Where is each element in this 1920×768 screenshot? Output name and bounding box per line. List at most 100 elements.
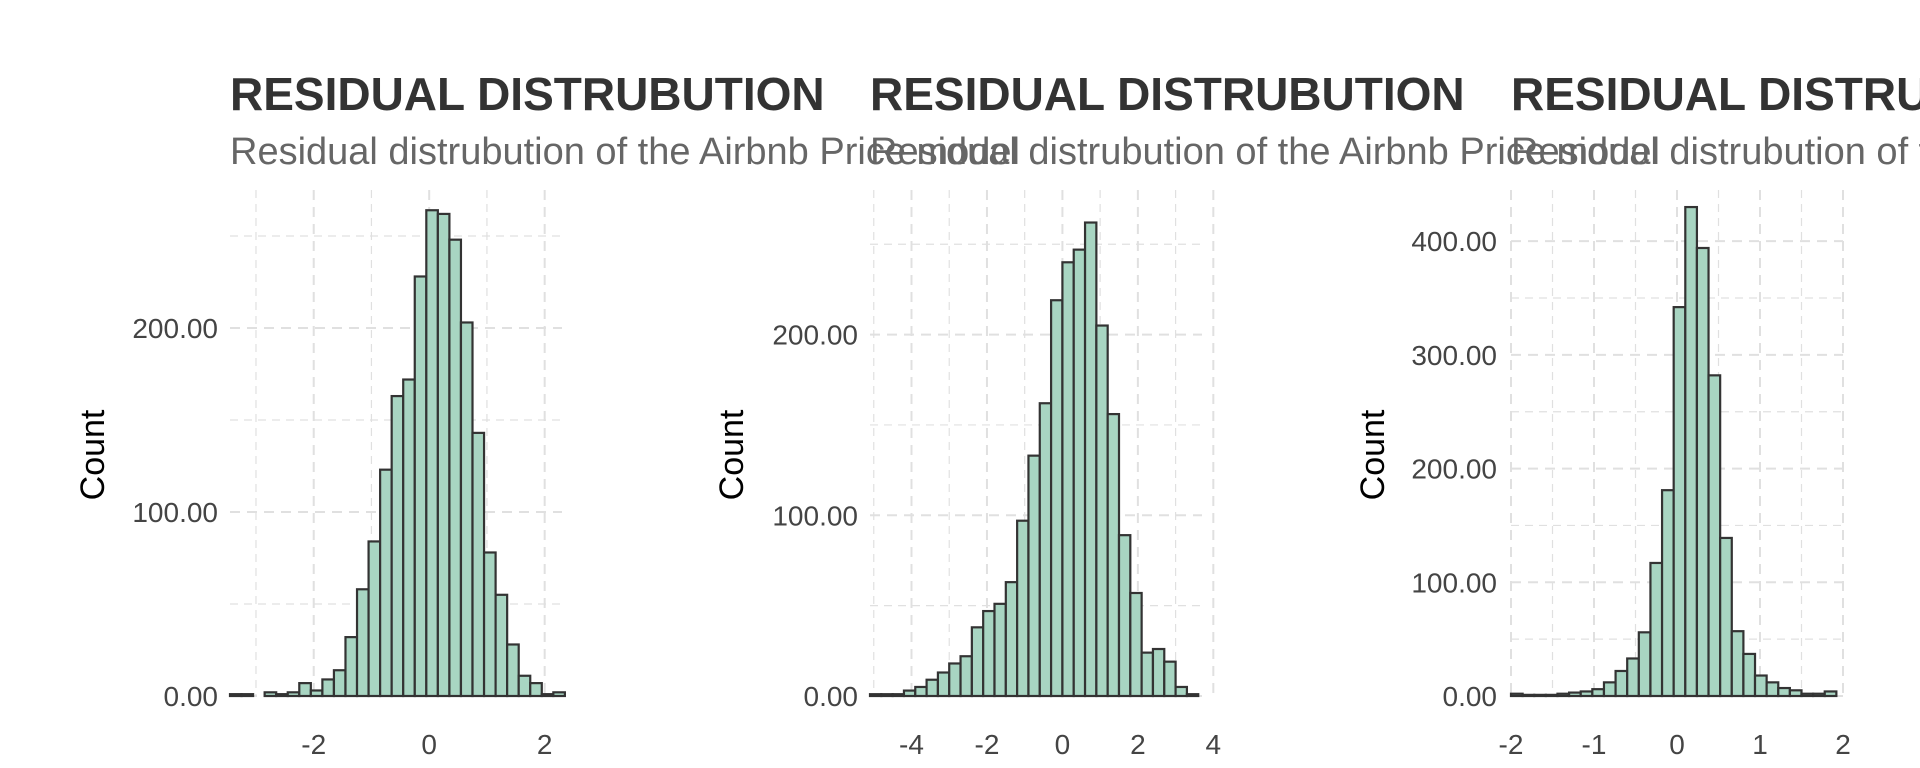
x-tick-label: 0 (1055, 729, 1071, 760)
histogram-bar (1095, 324, 1109, 698)
histogram-bar (1151, 647, 1166, 698)
y-tick-label: 200.00 (132, 313, 218, 344)
histogram-bar (344, 636, 359, 698)
histogram-bar (1004, 581, 1019, 698)
histogram-bar (1106, 412, 1121, 698)
histogram-bar (970, 626, 985, 698)
x-tick-label: 0 (421, 729, 437, 760)
histogram-bar (1163, 660, 1177, 698)
histogram-bar (914, 685, 928, 698)
histogram-bar (1049, 299, 1064, 698)
histogram-panel-3: 0.00 100.00 200.00 300.00 400.00 -2 -1 0 1 2 Count… (1354, 68, 1920, 760)
histogram-bar (379, 468, 393, 698)
x-tick-label: -1 (1582, 729, 1607, 760)
y-tick-label: 100.00 (132, 497, 218, 528)
histogram-bar (459, 321, 474, 698)
histogram-bar (1072, 248, 1087, 698)
histogram-bar (228, 693, 243, 698)
histogram-bar (413, 275, 428, 698)
histogram-bar (321, 678, 336, 698)
histogram-bar (1812, 692, 1826, 698)
x-tick-label: -2 (975, 729, 1000, 760)
histogram-bar (402, 378, 416, 698)
y-tick-label: 0.00 (1443, 681, 1498, 712)
histogram-bar (390, 394, 405, 698)
histogram-bar (1027, 454, 1041, 698)
histogram-bar (482, 551, 497, 698)
histogram-bar (355, 588, 370, 698)
histogram-panel-1: 0.00 100.00 200.00 -2 0 2 Count RESIDUAL DISTRU… (74, 68, 1020, 760)
histogram-bar (448, 238, 463, 698)
histogram-bar (1591, 688, 1606, 698)
histogram-bar (1602, 681, 1617, 698)
chart-subtitle: Residual distrubution of the Airbnb Pric… (230, 131, 1020, 173)
histogram-bar (1684, 205, 1699, 698)
histogram-bar (1730, 630, 1745, 698)
histogram-bar (1823, 690, 1838, 698)
histogram-bar (1174, 685, 1189, 698)
histogram-panel-2: 0.00 100.00 200.00 -4 -2 0 2 4 Count RESIDUAL DIS… (713, 68, 1660, 760)
y-tick-label: 300.00 (1411, 340, 1497, 371)
chart-title: RESIDUAL DISTRUBUTION (1511, 68, 1920, 120)
histogram-bar (494, 593, 509, 698)
y-tick-label: 0.00 (804, 681, 859, 712)
histogram-bar (1061, 261, 1075, 698)
histogram-bar (471, 431, 486, 698)
histogram-bar (1185, 693, 1200, 698)
histogram-bar (517, 674, 532, 698)
histogram-bar (891, 693, 906, 698)
histogram-bar (1672, 306, 1687, 698)
histogram-bar (275, 693, 289, 698)
histogram-bar (367, 540, 382, 698)
histogram-bar (1117, 534, 1132, 698)
histogram-bar (425, 209, 439, 698)
y-tick-label: 0.00 (164, 681, 219, 712)
histogram-bar (1719, 536, 1733, 698)
histogram-bar (993, 602, 1007, 698)
histogram-bar (1038, 402, 1053, 698)
x-tick-label: 4 (1206, 729, 1222, 760)
histogram-bar (1579, 690, 1594, 698)
chart-subtitle: Residual distrubution of the Airbnb Pric… (1511, 131, 1920, 173)
histogram-bars (228, 209, 566, 698)
histogram-bar (1544, 693, 1559, 698)
histogram-bar (298, 682, 312, 698)
x-tick-label: 2 (537, 729, 553, 760)
histogram-bar (552, 691, 566, 698)
histogram-bar (880, 693, 894, 698)
histogram-bar (1614, 669, 1629, 698)
histogram-bar (240, 693, 255, 698)
histogram-bar (263, 691, 278, 698)
y-tick-label: 200.00 (772, 320, 858, 351)
chart-title: RESIDUAL DISTRUBUTION (870, 68, 1465, 120)
histogram-bar (1083, 221, 1098, 698)
x-tick-label: -2 (1499, 729, 1524, 760)
chart-subtitle: Residual distrubution of the Airbnb Pric… (870, 131, 1660, 173)
histogram-bar (1129, 591, 1143, 698)
histogram-bar (1521, 693, 1536, 698)
histogram-bar (309, 689, 324, 698)
histogram-bar (540, 693, 555, 698)
histogram-bar (1753, 674, 1768, 698)
histogram-bar (1765, 681, 1780, 698)
histogram-bar (332, 669, 347, 698)
histogram-bar (1649, 561, 1664, 698)
y-axis-label: Count (1354, 409, 1392, 500)
histogram-bar (1140, 651, 1155, 698)
histogram-bar (506, 643, 520, 698)
histogram-bar (902, 689, 917, 698)
histogram-bar (1660, 489, 1675, 698)
histogram-bar (436, 212, 451, 698)
y-tick-label: 100.00 (772, 500, 858, 531)
histogram-bar (1637, 631, 1652, 698)
histogram-bar (1556, 692, 1571, 698)
histogram-bar (925, 678, 940, 698)
histogram-bar (1567, 691, 1582, 698)
x-tick-label: -4 (899, 729, 924, 760)
x-tick-label: 2 (1130, 729, 1146, 760)
x-tick-label: 0 (1669, 729, 1685, 760)
histogram-bars (1509, 205, 1838, 698)
histogram-bar (1509, 692, 1524, 698)
histogram-bar (1742, 652, 1757, 698)
